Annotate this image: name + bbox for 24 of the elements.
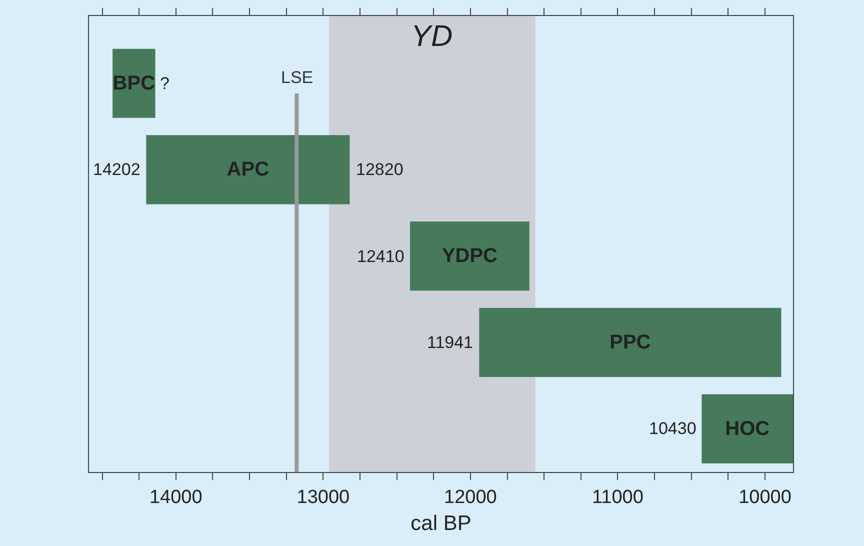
x-tick-label: 10000 bbox=[738, 486, 792, 508]
bar bbox=[410, 222, 530, 291]
y-tick-label: HOC bbox=[725, 418, 770, 440]
bar bbox=[146, 135, 350, 204]
band-label: YD bbox=[411, 20, 453, 53]
annotation: 12820 bbox=[356, 160, 404, 179]
y-tick-label: PPC bbox=[610, 331, 651, 354]
x-tick-label: 11000 bbox=[592, 486, 644, 508]
x-tick-label: 14000 bbox=[149, 486, 202, 508]
ref-line-label: LSE bbox=[281, 68, 314, 87]
bar bbox=[112, 48, 156, 118]
x-tick-label: 13000 bbox=[296, 486, 350, 508]
y-tick-label: YDPC bbox=[442, 245, 498, 268]
annotation: 10430 bbox=[649, 419, 696, 438]
bar bbox=[702, 394, 793, 464]
annotation: ? bbox=[160, 74, 170, 93]
annotation: 14202 bbox=[93, 160, 140, 179]
y-tick-label: APC bbox=[226, 158, 270, 181]
y-tick-label: BPC bbox=[112, 72, 156, 94]
x-tick-label: 12000 bbox=[444, 486, 497, 508]
x-axis-title: cal BP bbox=[410, 512, 472, 535]
annotation: 11941 bbox=[427, 333, 474, 352]
bar bbox=[479, 308, 782, 377]
annotation: 12410 bbox=[357, 247, 404, 266]
